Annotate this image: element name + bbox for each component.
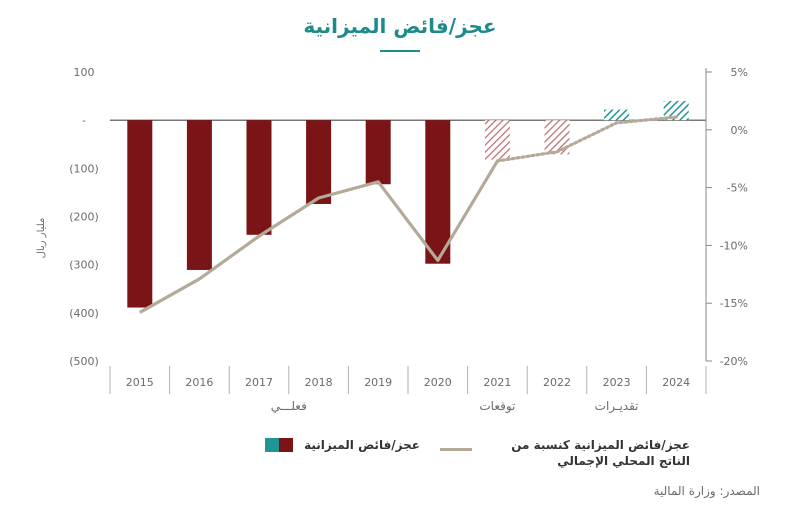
legend-swatch-red: [279, 438, 293, 452]
bars-layer: [127, 100, 689, 308]
y-right-tick-label: 5%: [731, 66, 748, 79]
gdp-ratio-line-actual: [139, 160, 499, 314]
bar-2017: [246, 120, 272, 235]
legend-swatch-bars: [265, 438, 293, 452]
x-tick-label: 2019: [364, 376, 392, 389]
x-tick-label: 2021: [483, 376, 511, 389]
bar-2016: [186, 120, 212, 270]
y-right-tick-label: -20%: [720, 355, 748, 368]
x-tick-label: 2022: [543, 376, 571, 389]
title-underline: [380, 50, 420, 52]
y-left-tick-label: 100: [74, 66, 95, 79]
x-tick-label: 2017: [245, 376, 273, 389]
legend-line-label: عجز/فائض الميزانية كنسبة من الناتج المحل…: [480, 437, 690, 469]
y-left-tick-label: -: [82, 114, 86, 127]
x-tick-label: 2024: [662, 376, 690, 389]
y-right-tick-label: -5%: [727, 182, 748, 195]
bar-2015: [127, 120, 153, 308]
bar-2023: [604, 109, 630, 121]
y-right-tick-label: -10%: [720, 239, 748, 252]
period-group-label: توقعات: [479, 399, 515, 414]
legend-line-label-1: عجز/فائض الميزانية كنسبة من: [511, 438, 690, 452]
y-left-tick-label: (400): [69, 307, 99, 320]
period-group-label: تقديـرات: [595, 399, 639, 414]
y-right-tick-label: 0%: [731, 124, 748, 137]
y-left-tick-label: (200): [69, 211, 99, 224]
bar-2022: [544, 120, 570, 155]
y-left-tick-label: (100): [69, 162, 99, 175]
bar-2024: [663, 100, 689, 121]
gdp-ratio-line-projection: [495, 115, 678, 163]
bar-2021: [484, 120, 510, 160]
x-tick-label: 2015: [126, 376, 154, 389]
x-tick-label: 2018: [305, 376, 333, 389]
x-tick-label: 2016: [185, 376, 213, 389]
bar-2019: [365, 120, 391, 185]
legend-swatch-line: [440, 448, 472, 451]
x-tick-label: 2020: [424, 376, 452, 389]
source-note: المصدر: وزارة المالية: [653, 484, 760, 498]
legend-line-label-2: الناتج المحلي الإجمالي: [557, 454, 690, 468]
bar-2020: [425, 120, 451, 264]
bar-2018: [306, 120, 332, 204]
y-left-tick-label: (500): [69, 355, 99, 368]
legend-swatch-teal: [265, 438, 279, 452]
line-layer: [139, 115, 678, 314]
period-group-label: فعلـــي: [271, 399, 307, 413]
y-left-tick-label: (300): [69, 259, 99, 272]
legend-bar-label: عجز/فائض الميزانية: [304, 438, 420, 452]
chart-title: عجز/فائض الميزانية: [303, 14, 497, 38]
y-axis-label: مليار ريال: [36, 218, 47, 259]
y-right-tick-label: -15%: [720, 297, 748, 310]
x-tick-label: 2023: [603, 376, 631, 389]
labels-layer: 100 - (100) (200) (300) (400) (500) 5% 0% -5% -10%…: [69, 66, 748, 414]
